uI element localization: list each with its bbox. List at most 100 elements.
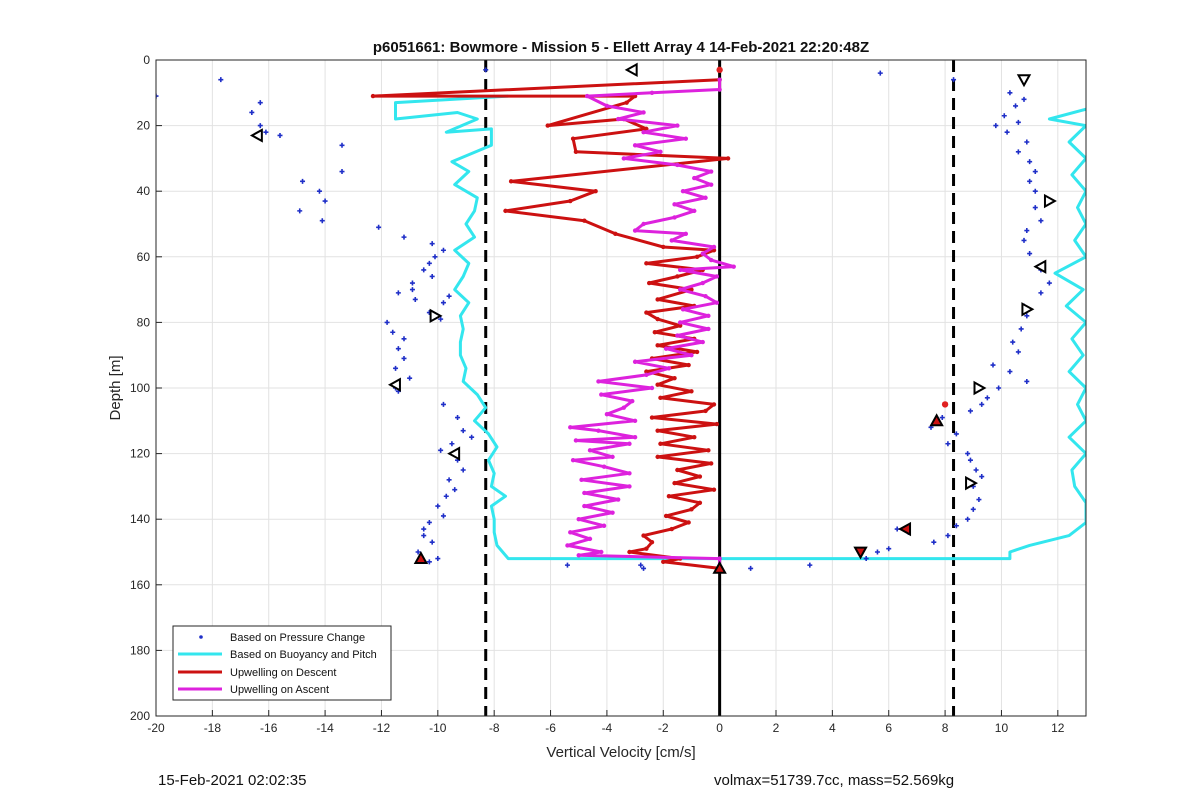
upwelling-on-ascent-point bbox=[677, 267, 683, 273]
upwelling-on-ascent-point bbox=[582, 490, 587, 496]
based-on-pressure-change-point bbox=[319, 218, 325, 224]
upwelling-on-descent-point bbox=[655, 428, 660, 433]
upwelling-on-descent-point bbox=[669, 526, 674, 532]
based-on-pressure-change-point bbox=[939, 415, 945, 421]
x-tick-label: 10 bbox=[995, 721, 1009, 735]
y-tick-label: 180 bbox=[130, 643, 150, 657]
based-on-pressure-change-point bbox=[407, 375, 413, 381]
x-tick-label: -2 bbox=[658, 721, 669, 735]
upwelling-on-descent-point bbox=[714, 421, 720, 427]
upwelling-on-ascent-point bbox=[632, 359, 638, 364]
footer-timestamp: 15-Feb-2021 02:02:35 bbox=[158, 772, 307, 789]
upwelling-on-ascent-point bbox=[627, 441, 632, 446]
based-on-pressure-change-point bbox=[446, 293, 452, 299]
based-on-pressure-change-point bbox=[426, 559, 432, 565]
based-on-pressure-change-point bbox=[435, 503, 441, 509]
based-on-pressure-change-point bbox=[395, 290, 401, 296]
based-on-pressure-change-point bbox=[1027, 251, 1033, 257]
upwelling-on-ascent-point bbox=[604, 412, 610, 417]
based-on-pressure-change-point bbox=[931, 539, 937, 545]
upwelling-on-ascent-point bbox=[576, 517, 581, 522]
upwelling-on-descent-point bbox=[613, 231, 618, 237]
upwelling-on-descent-point bbox=[677, 323, 683, 328]
upwelling-on-descent-point bbox=[661, 244, 666, 250]
based-on-pressure-change-point bbox=[429, 273, 435, 279]
upwelling-on-ascent-point bbox=[627, 484, 632, 489]
based-on-pressure-change-point bbox=[257, 100, 263, 106]
upwelling-on-ascent-point bbox=[610, 454, 615, 460]
based-on-pressure-change-point bbox=[886, 546, 892, 552]
based-on-pressure-change-point bbox=[401, 355, 407, 361]
based-on-pressure-change-point bbox=[483, 67, 489, 73]
x-tick-label: -8 bbox=[489, 721, 500, 735]
upwelling-on-descent-point bbox=[649, 539, 655, 545]
x-tick-label: -16 bbox=[260, 721, 278, 735]
upwelling-on-ascent-point bbox=[692, 175, 697, 181]
based-on-pressure-change-point bbox=[996, 385, 1002, 391]
based-on-pressure-change-point bbox=[965, 516, 971, 522]
chart-title: p6051661: Bowmore - Mission 5 - Ellett A… bbox=[373, 39, 869, 56]
upwelling-on-descent-point bbox=[570, 136, 576, 141]
based-on-pressure-change-point bbox=[455, 415, 461, 421]
x-tick-labels: -20 -18 -16 -14 -12 -10 -8 -6 -4 -2 0 2 4 6 8 10 12 bbox=[147, 721, 1064, 735]
upwelling-on-ascent-point bbox=[596, 379, 601, 384]
x-tick-label: -14 bbox=[316, 721, 334, 735]
upwelling-on-descent-point bbox=[646, 280, 652, 286]
x-tick-label: 4 bbox=[829, 721, 836, 735]
upwelling-on-ascent-point bbox=[717, 87, 722, 92]
based-on-pressure-change-point bbox=[945, 533, 951, 539]
upwelling-on-descent-point bbox=[666, 494, 672, 499]
upwelling-on-ascent-point bbox=[706, 313, 711, 319]
upwelling-on-descent-point bbox=[649, 415, 655, 420]
x-tick-label: 0 bbox=[716, 721, 723, 735]
based-on-pressure-change-point bbox=[429, 539, 435, 545]
upwelling-on-descent-point bbox=[655, 343, 660, 348]
upwelling-on-descent-point bbox=[692, 435, 697, 440]
x-tick-label: 8 bbox=[942, 721, 949, 735]
based-on-pressure-change-point bbox=[1024, 378, 1030, 384]
upwelling-on-descent-point bbox=[675, 467, 680, 473]
upwelling-on-ascent-point bbox=[649, 385, 655, 391]
upwelling-on-descent-point bbox=[641, 533, 646, 538]
based-on-pressure-change-point bbox=[300, 178, 306, 184]
plot-frame bbox=[155, 59, 1087, 717]
based-on-pressure-change-point bbox=[438, 316, 444, 322]
based-on-pressure-change-point bbox=[1024, 313, 1030, 319]
upwelling-on-ascent-point bbox=[680, 189, 686, 194]
upwelling-on-descent-point bbox=[725, 156, 731, 161]
upwelling-on-ascent-point bbox=[599, 392, 604, 397]
based-on-pressure-change-point bbox=[973, 467, 979, 473]
based-on-pressure-change-point bbox=[976, 497, 982, 503]
upwelling-on-ascent-point bbox=[714, 274, 720, 279]
footer-volmax-mass: volmax=51739.7cc, mass=52.569kg bbox=[714, 772, 955, 789]
legend: Based on Pressure Change Based on Buoyan… bbox=[172, 625, 392, 701]
x-tick-label: -12 bbox=[373, 721, 391, 735]
based-on-pressure-change-point bbox=[401, 336, 407, 342]
upwelling-on-ascent-point bbox=[641, 110, 646, 115]
triangle-left-marker bbox=[249, 128, 263, 143]
upwelling-on-descent-point bbox=[672, 375, 677, 381]
x-tick-label: -4 bbox=[602, 721, 613, 735]
based-on-pressure-change-point bbox=[297, 208, 303, 214]
based-on-pressure-change-point bbox=[1007, 90, 1013, 96]
based-on-pressure-change-point bbox=[993, 123, 999, 129]
upwelling-on-ascent-point bbox=[731, 264, 736, 269]
upwelling-on-ascent-point bbox=[658, 149, 663, 155]
upwelling-on-ascent-point bbox=[666, 366, 672, 371]
triangle-up-marker bbox=[413, 551, 429, 564]
based-on-pressure-change-point bbox=[638, 562, 644, 568]
triangle-right-marker bbox=[973, 380, 987, 396]
based-on-pressure-change-point bbox=[1018, 326, 1024, 332]
upwelling-on-ascent-point bbox=[632, 228, 638, 233]
upwelling-on-ascent-point bbox=[717, 556, 722, 561]
triangle-right-marker bbox=[1043, 193, 1057, 209]
triangle-left-marker bbox=[447, 446, 461, 461]
upwelling-on-ascent-point bbox=[669, 238, 674, 243]
based-on-pressure-change-point bbox=[460, 428, 466, 434]
upwelling-on-ascent-point bbox=[579, 477, 584, 483]
based-on-pressure-change-point bbox=[432, 254, 438, 260]
marker-layer bbox=[249, 62, 1057, 574]
based-on-pressure-change-point bbox=[1027, 178, 1033, 184]
based-on-pressure-change-point bbox=[263, 129, 269, 135]
x-tick-label: 12 bbox=[1051, 721, 1065, 735]
